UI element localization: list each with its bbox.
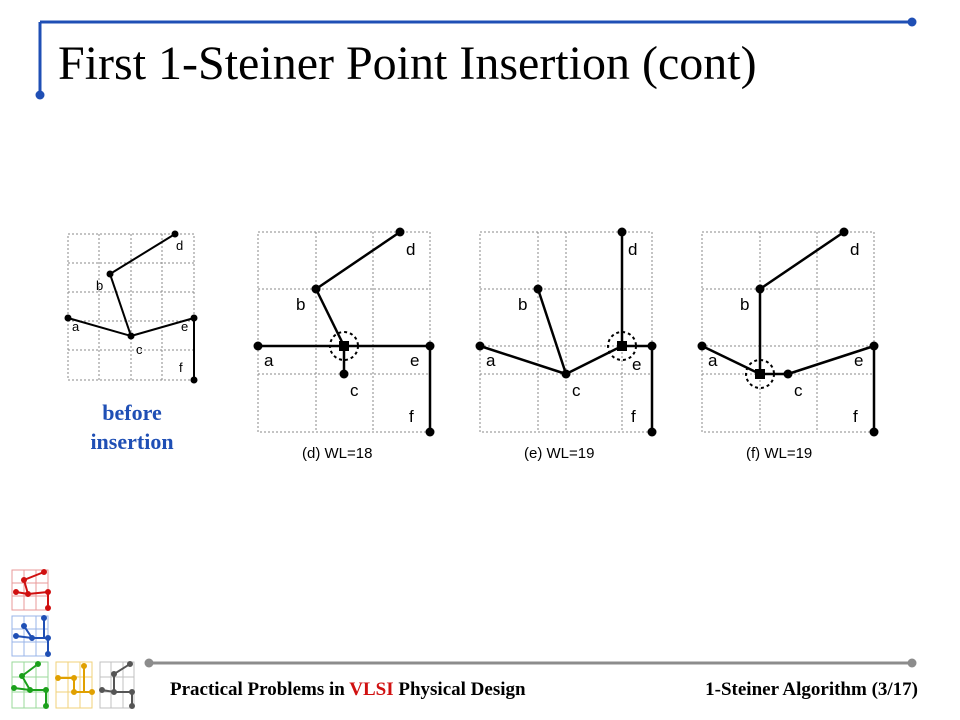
pin-label-b: b [296,295,305,314]
steiner-point-ring [329,331,359,361]
pin-label-d: d [176,238,183,253]
steiner-point-ring [607,331,637,361]
pin-label-a: a [486,351,496,370]
diagram-before-insertion: d b a c e f [64,230,198,384]
pin-label-f: f [179,360,183,375]
top-rule-end-dot [907,17,917,27]
diagram-d-caption: (d) WL=18 [302,445,372,462]
footer-section-label: 1-Steiner Algorithm (3/17) [705,679,918,700]
footer-course-title: Practical Problems in VLSI Physical Desi… [170,679,526,701]
pin-nodes [253,227,435,437]
footer-course-highlight: VLSI [349,679,394,700]
grid-lines [701,231,875,433]
before-insertion-caption: before insertion [62,398,202,456]
diagram-e-caption: (e) WL=19 [524,445,594,462]
pin-label-c: c [572,381,581,400]
steiner-point-marker [339,341,349,351]
tree-edges [67,233,195,380]
pin-nodes [697,227,879,437]
left-rule-end-dot [35,90,45,100]
pin-label-b: b [518,295,527,314]
logo-tree-gray [99,661,135,709]
diagram-f-caption: (f) WL=19 [746,445,812,462]
bottom-rule-right-dot [907,658,917,668]
pin-label-b: b [740,295,749,314]
pin-label-c: c [794,381,803,400]
logo-tree-yellow [55,661,95,709]
grid-lines [257,231,431,433]
diagram-f: d b a c e f (f) WL=19 [697,227,879,462]
pin-nodes [64,230,198,384]
pin-label-e: e [854,351,863,370]
grid-lines [67,233,195,381]
pin-label-a: a [708,351,718,370]
pin-label-c: c [136,342,143,357]
caption-line-1: before [102,400,162,425]
logo-tree-red [11,569,51,611]
caption-line-2: insertion [90,429,174,454]
logo-tree-blue [11,615,51,657]
slide-title: First 1-Steiner Point Insertion (cont) [58,37,757,90]
pin-label-c: c [350,381,359,400]
steiner-point-ring [745,359,775,389]
grid-lines [479,231,653,433]
tree-edges [258,230,432,432]
diagram-d: d b a c e f (d) WL=18 [253,227,435,462]
footer-course-prefix: Practical Problems in [170,679,350,700]
pin-label-d: d [850,240,859,259]
pin-label-b: b [96,278,103,293]
tree-edges [479,232,654,432]
steiner-point-marker [755,369,765,379]
tree-edges [701,230,876,432]
pin-label-a: a [72,319,80,334]
logo-tree-green [11,661,49,709]
pin-label-d: d [406,240,415,259]
pin-label-d: d [628,240,637,259]
course-logo [11,569,135,709]
bottom-rule-left-dot [144,658,154,668]
pin-label-e: e [632,355,641,374]
pin-nodes [475,227,657,437]
pin-label-e: e [181,319,188,334]
steiner-point-marker [617,341,627,351]
pin-label-a: a [264,351,274,370]
pin-label-f: f [409,407,414,426]
footer-course-suffix: Physical Design [393,679,526,700]
pin-label-f: f [631,407,636,426]
pin-label-e: e [410,351,419,370]
diagram-e: d b a c e f (e) WL=19 [475,227,657,462]
pin-label-f: f [853,407,858,426]
